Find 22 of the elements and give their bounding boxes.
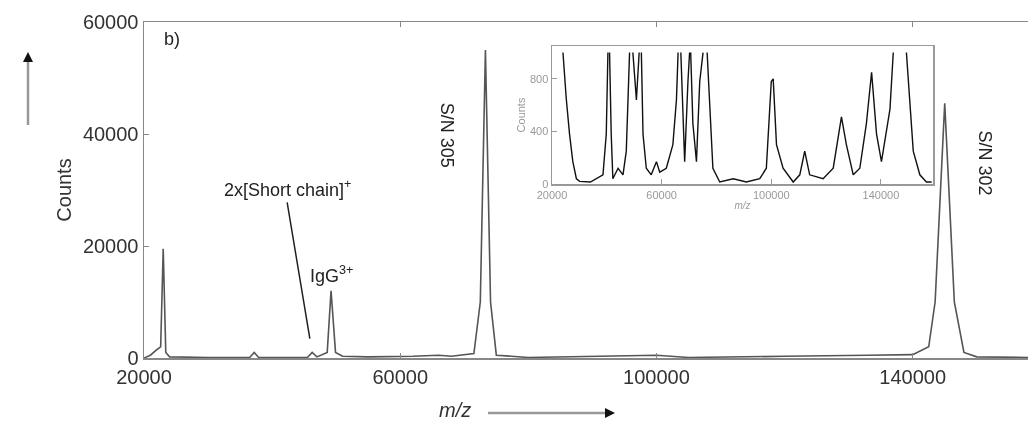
- y-tick-label: 400: [529, 125, 549, 138]
- y-axis-title: Counts: [52, 158, 75, 222]
- annotation: S/N 302: [974, 130, 995, 196]
- annotation: 2x[Short chain]$^{+}$: [224, 177, 352, 200]
- x-tick-label: 60000: [372, 365, 429, 388]
- x-tick-label: 60000: [646, 188, 677, 201]
- x-tick-label: 140000: [879, 365, 947, 388]
- y-axis-title: Counts: [514, 97, 527, 133]
- y-tick-label: 800: [529, 72, 549, 85]
- x-tick-label: 100000: [752, 188, 790, 201]
- annotation: b): [164, 29, 181, 49]
- y-tick-label: 20000: [82, 235, 139, 257]
- annotation: S/N 305: [437, 102, 458, 168]
- x-axis-title: m/z: [439, 399, 472, 421]
- x-axis-title: m/z: [734, 199, 751, 211]
- y-tick-label: 40000: [82, 123, 139, 145]
- annotation: IgG$^{3+}$: [310, 263, 354, 286]
- y-tick-label: 0: [542, 177, 549, 190]
- x-tick-label: 140000: [862, 188, 900, 201]
- line-series: [144, 49, 1028, 358]
- x-tick-label: 100000: [623, 365, 690, 388]
- y-tick-label: 60000: [82, 11, 139, 33]
